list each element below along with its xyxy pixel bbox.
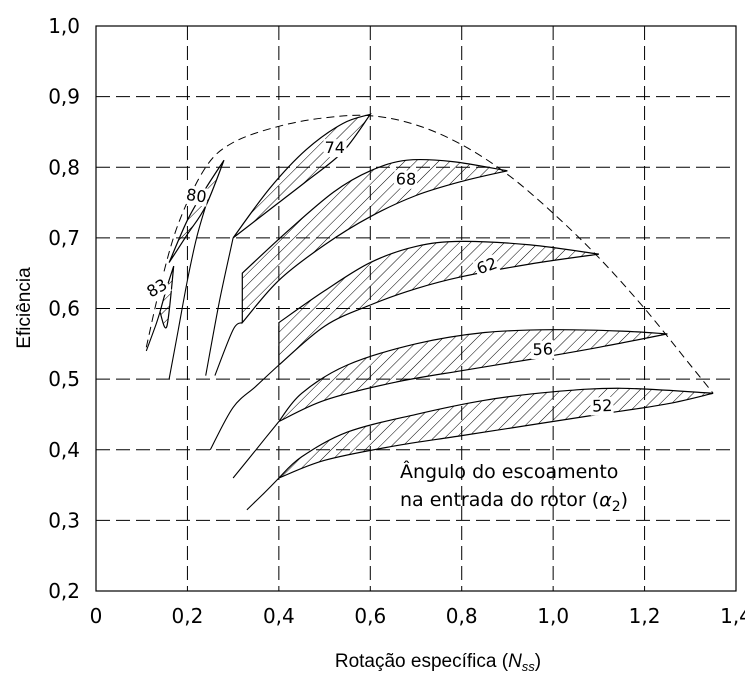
x-axis-title: Rotação específica (Nss)	[335, 651, 541, 673]
y-tick-label: 1,0	[48, 14, 80, 38]
band-80	[168, 159, 225, 263]
y-tick-label: 0,8	[48, 155, 80, 179]
curve-label-bg	[323, 139, 347, 158]
curve-74-tail	[205, 237, 234, 376]
curve-label-74: 74	[325, 138, 345, 157]
curve-52-tail	[246, 477, 280, 511]
y-tick-label: 0,5	[48, 367, 80, 391]
band-68	[241, 158, 508, 325]
curve-label-bg	[590, 396, 614, 416]
curve-label-80: 80	[185, 185, 208, 207]
x-tick-label: 0,4	[263, 604, 295, 628]
y-tick-label: 0,2	[48, 579, 80, 603]
x-tick-label: 1,4	[720, 604, 745, 628]
grid-lines	[96, 26, 736, 591]
annotation-line-2: na entrada do rotor (α2)	[400, 489, 628, 515]
x-tick-label: 1,2	[629, 604, 661, 628]
x-axis-title-text: Rotação específica (	[335, 651, 509, 672]
curve-label-52: 52	[592, 396, 613, 416]
curve-68-tail	[214, 322, 243, 376]
annotation-subscript: 2	[612, 499, 621, 515]
curve-label-bg	[142, 274, 172, 302]
band-62	[278, 240, 599, 367]
tail-layer	[145, 205, 280, 511]
curve-56-tail	[232, 421, 280, 479]
curve-label-bg	[183, 185, 209, 207]
annotation-line-2-text: na entrada do rotor (	[400, 489, 599, 511]
y-tick-label: 0,7	[48, 226, 80, 250]
curve-label-bg	[393, 170, 418, 189]
y-tick-label: 0,3	[48, 508, 80, 532]
plot-frame	[95, 25, 737, 592]
curve-62-tail	[209, 364, 280, 451]
x-tick-label: 1,0	[537, 604, 569, 628]
band-layer	[159, 113, 714, 479]
x-tick-label: 0,2	[172, 604, 204, 628]
y-tick-label: 0,4	[48, 438, 80, 462]
x-tick-label: 0,6	[354, 604, 386, 628]
curve-label-bg	[472, 254, 501, 279]
x-tick-label: 0	[90, 604, 103, 628]
y-tick-label: 0,9	[48, 85, 80, 109]
annotation-close: )	[621, 489, 628, 511]
band-83	[159, 265, 175, 329]
annotation-symbol: α	[599, 489, 612, 511]
x-tick-label: 0,8	[446, 604, 478, 628]
curve-83-tail	[145, 311, 161, 352]
curve-label-56: 56	[532, 339, 553, 359]
x-axis-title-subscript: ss	[522, 659, 536, 673]
y-axis-title: Eficiência	[14, 267, 35, 349]
x-axis-title-close: )	[535, 651, 541, 672]
y-tick-label: 0,6	[48, 297, 80, 321]
annotation-line-1: Ângulo do escoamento	[400, 460, 618, 483]
x-axis-title-symbol: N	[508, 651, 522, 672]
curve-80-tail	[168, 205, 207, 380]
curve-label-68: 68	[396, 169, 417, 189]
band-56	[278, 329, 668, 423]
tick-label-layer: 0 0,2 0,4 0,6 0,8 1,0 1,2 1,4 0,2 0,3 0,4 0,5 0,6 0,7…	[48, 14, 745, 628]
curve-label-bg	[530, 340, 555, 360]
